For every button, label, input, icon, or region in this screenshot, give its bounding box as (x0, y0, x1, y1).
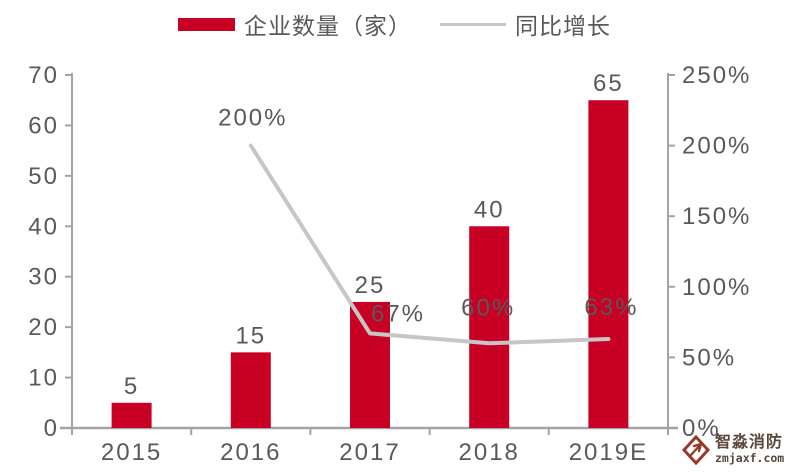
bar-label-2017: 25 (355, 272, 386, 299)
x-axis-label-2018: 2018 (459, 439, 520, 466)
y-axis-right-label: 0% (682, 415, 721, 442)
watermark-brand: 智淼消防 (715, 434, 784, 452)
y-axis-left-label: 50 (28, 163, 59, 190)
bar-2016 (230, 352, 271, 428)
brand-logo-icon (681, 434, 711, 466)
line-label-2018: 60% (461, 294, 515, 321)
bar-2018 (469, 226, 510, 428)
growth-line (248, 143, 611, 346)
y-axis-left-label: 20 (28, 314, 59, 341)
bar-label-2019E: 65 (593, 70, 624, 97)
y-axis-left-label: 30 (28, 264, 59, 291)
bar-label-2018: 40 (474, 196, 505, 223)
legend-line-label: 同比增长 (515, 14, 611, 39)
bar-2019E (588, 100, 629, 428)
legend-bar-swatch (178, 17, 235, 31)
y-axis-left-label: 70 (28, 62, 59, 89)
line-label-2016: 200% (218, 105, 287, 132)
y-axis-left-label: 40 (28, 213, 59, 240)
bar-label-2016: 15 (235, 322, 266, 349)
bar-2015 (111, 402, 152, 428)
watermark-site: zmjaxf.com (715, 451, 785, 466)
y-axis-right-label: 250% (682, 62, 751, 89)
x-axis-label-2017: 2017 (339, 439, 400, 466)
x-axis-label-2016: 2016 (220, 439, 281, 466)
bar-2017 (350, 301, 390, 428)
x-axis-label-2019E: 2019E (569, 439, 648, 466)
y-axis-left-label: 10 (28, 365, 59, 392)
y-axis-right-label: 100% (682, 274, 751, 301)
watermark: 智淼消防 zmjaxf.com (681, 434, 784, 466)
y-axis-left-label: 0 (44, 415, 59, 442)
legend-item-growth: 同比增长 (440, 10, 611, 39)
legend-item-enterprises: 企业数量（家） (178, 10, 412, 39)
y-axis-right-label: 150% (682, 203, 751, 230)
x-axis-label-2015: 2015 (101, 439, 162, 466)
legend-bar-label: 企业数量（家） (244, 14, 412, 39)
line-label-2019E: 63% (584, 294, 638, 321)
y-axis-right-label: 50% (682, 344, 736, 371)
y-axis-left-label: 60 (28, 112, 59, 139)
line-label-2017: 67% (371, 300, 425, 327)
legend-line-swatch (440, 22, 506, 26)
y-axis-right-label: 200% (682, 133, 751, 160)
bar-label-2015: 5 (124, 373, 139, 400)
